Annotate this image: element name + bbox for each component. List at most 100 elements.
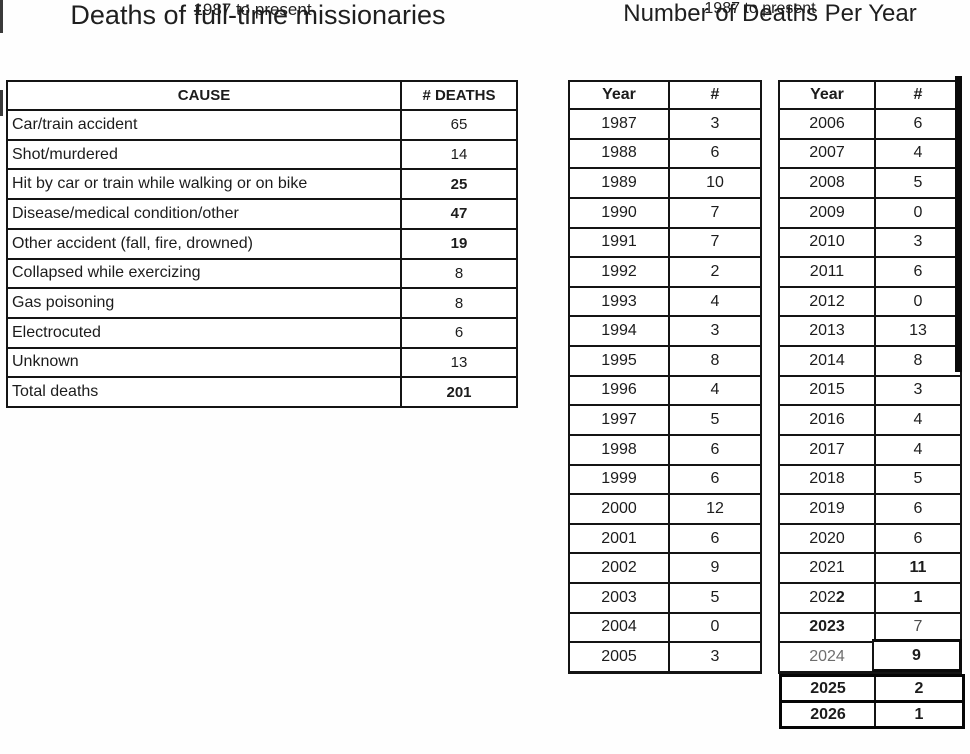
deaths-count-cell: 14 <box>400 140 516 169</box>
year-cell: 2014 <box>809 351 845 369</box>
year-cell: 1990 <box>601 203 637 221</box>
table-row: 2015 3 <box>780 374 960 405</box>
cause-cell: Shot/murdered <box>12 145 118 163</box>
table-row: Total deaths 201 <box>8 376 516 407</box>
year-cell: 1987 <box>601 114 637 132</box>
year-cell: 2013 <box>809 322 845 340</box>
count-cell: 7 <box>668 228 760 257</box>
table-row: Car/train accident 65 <box>8 109 516 139</box>
table-row: 2013 13 <box>780 315 960 345</box>
count-cell: 5 <box>668 584 760 612</box>
count-cell: 9 <box>872 639 962 672</box>
count-cell: 3 <box>874 228 960 257</box>
count-cell: 6 <box>874 524 960 553</box>
deaths-count-cell: 8 <box>400 289 516 317</box>
count-column-header: # <box>874 82 960 108</box>
year-cell: 2003 <box>601 588 637 606</box>
count-cell: 1 <box>874 584 960 612</box>
count-cell: 3 <box>668 317 760 345</box>
table-row: 2005 3 <box>570 641 760 671</box>
year-column-header: Year <box>810 86 844 103</box>
year-column-header: Year <box>602 86 636 103</box>
table-row: Collapsed while exercizing 8 <box>8 257 516 288</box>
count-cell: 2 <box>668 258 760 286</box>
table-row: 1996 4 <box>570 374 760 405</box>
count-cell: 12 <box>668 495 760 523</box>
table-row: 2008 5 <box>780 167 960 197</box>
count-cell: 6 <box>668 435 760 464</box>
year-cell: 2011 <box>809 262 845 280</box>
year-cell: 2025 <box>810 679 846 697</box>
table-row: Disease/medical condition/other 47 <box>8 198 516 228</box>
deaths-count-cell: 65 <box>400 111 516 139</box>
cause-of-death-table: CAUSE # DEATHS Car/train accident 65 Shot/… <box>6 80 518 408</box>
year-cell: 2008 <box>809 174 845 192</box>
year-cell: 2026 <box>810 705 846 723</box>
year-cell: 2000 <box>601 499 637 517</box>
table-row: 2024 9 <box>780 639 962 672</box>
count-cell: 6 <box>874 495 960 523</box>
count-cell: 4 <box>874 406 960 434</box>
count-cell: 6 <box>668 139 760 168</box>
table-header-row: Year # <box>780 82 960 108</box>
deaths-count-cell: 8 <box>400 259 516 288</box>
table-header-row: CAUSE # DEATHS <box>8 82 516 109</box>
table-row: Gas poisoning 8 <box>8 287 516 317</box>
year-cell: 1993 <box>601 292 637 310</box>
table-header-row: Year # <box>570 82 760 108</box>
count-cell: 7 <box>874 613 960 642</box>
table-row: Unknown 13 <box>8 346 516 377</box>
table-row: 2000 12 <box>570 493 760 523</box>
year-cell: 2010 <box>809 233 845 251</box>
year-cell: 1992 <box>601 262 637 280</box>
year-cell: 1995 <box>601 351 637 369</box>
table-row: 1987 3 <box>570 108 760 138</box>
year-cell: 1998 <box>601 440 637 458</box>
deaths-count-cell: 47 <box>400 200 516 228</box>
count-cell: 4 <box>874 139 960 168</box>
table-row: 2006 6 <box>780 108 960 138</box>
year-cell: 1988 <box>601 144 637 162</box>
table-row: 2002 9 <box>570 552 760 582</box>
deaths-count-cell: 25 <box>400 170 516 199</box>
cause-cell: Electrocuted <box>12 323 101 341</box>
table-row: 1997 5 <box>570 404 760 434</box>
table-row: 2017 4 <box>780 433 960 464</box>
right-section-title: Number of Deaths Per Year <box>623 0 917 27</box>
table-row: Hit by car or train while walking or on … <box>8 168 516 199</box>
year-cell: 2021 <box>809 559 845 577</box>
year-cell: 2017 <box>809 440 845 458</box>
table-row: 2018 5 <box>780 463 960 494</box>
cause-cell: Car/train accident <box>12 115 138 133</box>
thick-right-border-artifact <box>955 76 962 372</box>
count-cell: 5 <box>668 406 760 434</box>
table-row: 2021 11 <box>780 552 960 582</box>
table-row: 2010 3 <box>780 226 960 257</box>
table-row: 2011 6 <box>780 256 960 286</box>
count-cell: 6 <box>874 258 960 286</box>
count-cell: 13 <box>874 317 960 345</box>
year-cell: 2005 <box>601 648 637 666</box>
year-cell: 1997 <box>601 411 637 429</box>
count-cell: 10 <box>668 169 760 197</box>
right-section-subtitle: 1987 to present <box>704 0 816 17</box>
table-row: 2025 2 <box>782 677 962 700</box>
table-row: 1991 7 <box>570 226 760 257</box>
table-row: 2026 1 <box>782 700 962 726</box>
table-row: 2020 6 <box>780 522 960 553</box>
cause-cell: Total deaths <box>12 383 99 401</box>
table-row: 1995 8 <box>570 345 760 375</box>
count-cell: 6 <box>874 110 960 138</box>
count-column-header: # <box>668 82 760 108</box>
table-row: 1999 6 <box>570 463 760 494</box>
cause-cell: Other accident (fall, fire, drowned) <box>12 234 253 252</box>
count-cell: 7 <box>668 198 760 227</box>
year-cell: 2020 <box>809 529 845 547</box>
count-cell: 11 <box>874 554 960 582</box>
count-cell: 9 <box>668 554 760 582</box>
count-cell: 4 <box>874 435 960 464</box>
table-row: 2009 0 <box>780 196 960 227</box>
table-row: Electrocuted 6 <box>8 316 516 347</box>
left-section-subtitle: 1987 to present <box>193 0 312 19</box>
year-cell: 1991 <box>601 233 637 251</box>
